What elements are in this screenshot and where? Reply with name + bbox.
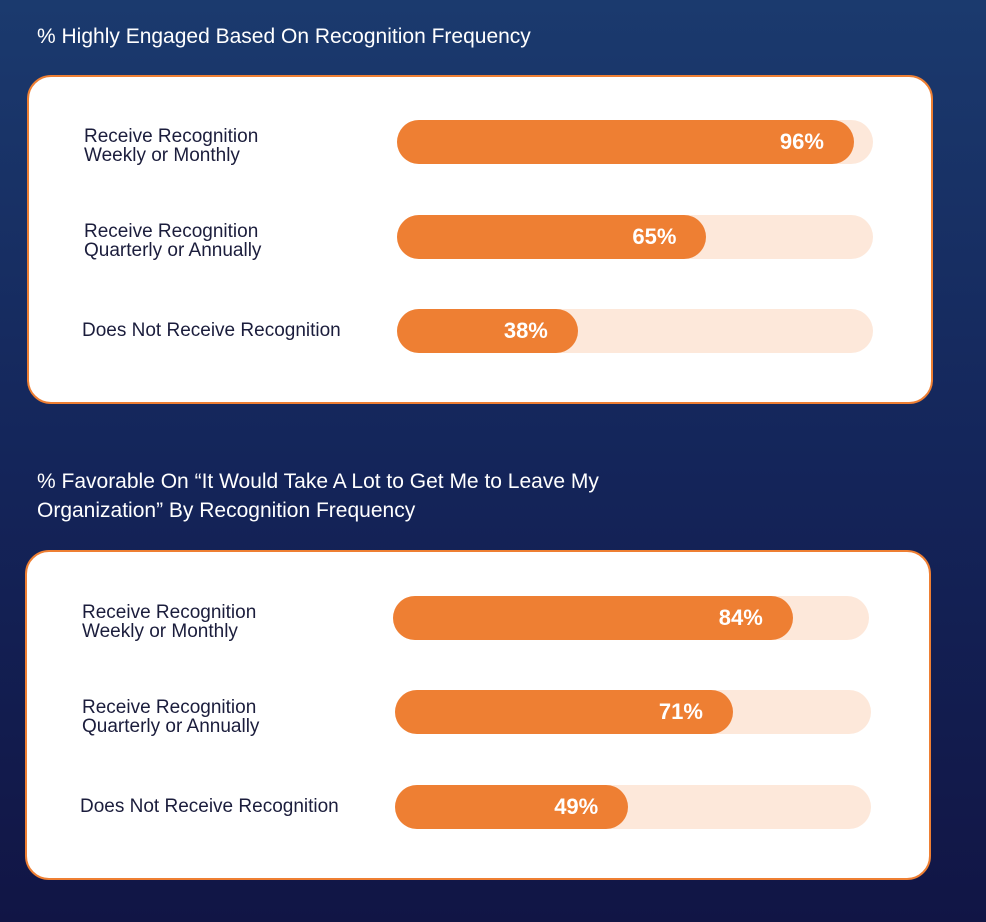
chart-2-category-label: Receive Recognition Weekly or Monthly [82,602,257,642]
chart-1-panel: Receive Recognition Weekly or Monthly 96… [27,75,933,404]
chart-1-title: % Highly Engaged Based On Recognition Fr… [37,25,531,48]
chart-2-bar-track: 71% [395,690,871,734]
chart-2-bar-track: 49% [395,785,871,829]
chart-2-bar: 71% [395,690,733,734]
chart-1-bar: 96% [397,120,854,164]
chart-2-value-label: 49% [554,794,599,819]
chart-1-bar-track: 96% [397,120,873,164]
chart-1-bar-track: 65% [397,215,873,259]
chart-2-value-label: 84% [718,605,763,630]
chart-2-bar: 49% [395,785,629,829]
chart-1-bar-track: 38% [397,309,873,353]
chart-1-value-label: 38% [503,318,548,343]
chart-2-category-label: Receive Recognition Quarterly or Annuall… [82,697,260,737]
chart-1-category-label: Receive Recognition Weekly or Monthly [84,126,259,166]
chart-2-panel: Receive Recognition Weekly or Monthly 84… [25,550,931,880]
chart-2-value-label: 71% [658,699,703,724]
chart-2-bar: 84% [393,596,793,640]
chart-2-title: % Favorable On “It Would Take A Lot to G… [37,470,599,522]
chart-1-category-label: Receive Recognition Quarterly or Annuall… [84,221,262,261]
chart-1-bar: 38% [397,309,578,353]
chart-1-value-label: 96% [779,129,824,154]
chart-1-category-label: Does Not Receive Recognition [82,320,341,341]
chart-2-category-label: Does Not Receive Recognition [80,796,339,817]
chart-2-bar-track: 84% [393,596,869,640]
chart-1-bar: 65% [397,215,707,259]
chart-1-value-label: 65% [632,224,677,249]
